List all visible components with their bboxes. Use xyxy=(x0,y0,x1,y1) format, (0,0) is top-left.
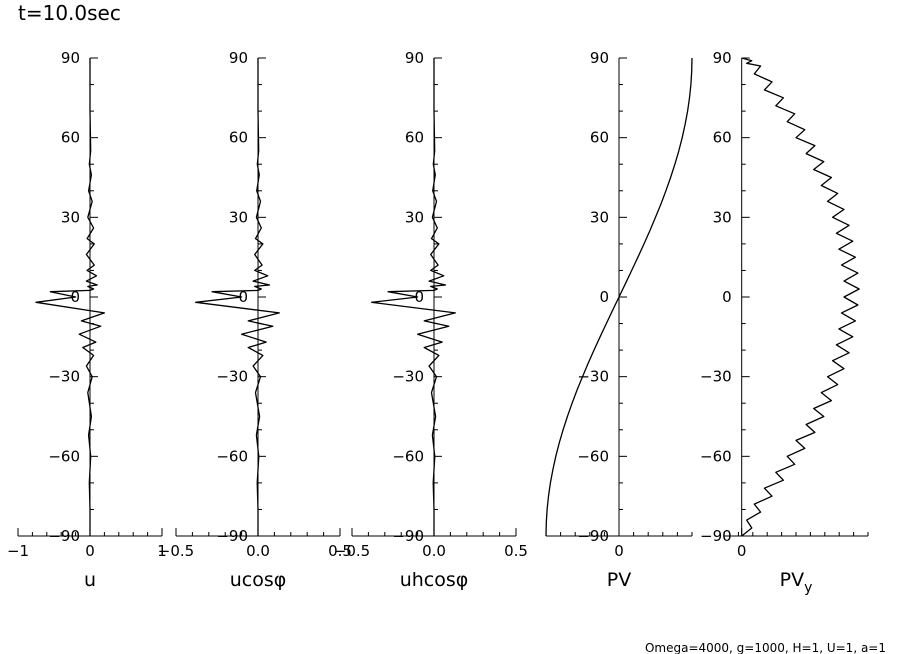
y-tick-label: 90 xyxy=(61,49,80,67)
y-tick-label: 60 xyxy=(713,129,732,147)
series-line xyxy=(741,57,860,537)
y-tick-label: −60 xyxy=(48,447,80,465)
y-tick-label: −90 xyxy=(216,527,248,545)
y-tick-label: 30 xyxy=(713,208,732,226)
y-tick-label: −30 xyxy=(700,368,732,386)
y-tick-label: −90 xyxy=(48,527,80,545)
x-tick-label: 0 xyxy=(614,542,624,560)
y-tick-label: −90 xyxy=(392,527,424,545)
x-tick-label: 0.5 xyxy=(328,542,352,560)
y-tick-label: 0 xyxy=(414,288,424,306)
x-tick-label: −1 xyxy=(7,542,29,560)
y-tick-label: 30 xyxy=(61,208,80,226)
y-tick-label: −60 xyxy=(577,447,609,465)
y-tick-label: 30 xyxy=(405,208,424,226)
y-tick-label: 60 xyxy=(590,129,609,147)
y-tick-label: 0 xyxy=(238,288,248,306)
panel-3: −0.5 0.0 0.5 90 60 30 0 −30 −60 −90 uhcosφ xyxy=(334,49,528,591)
y-tick-label: 90 xyxy=(590,49,609,67)
series-line xyxy=(371,58,456,536)
y-tick-label: 90 xyxy=(229,49,248,67)
x-axis-label: PV xyxy=(607,569,631,591)
x-tick-label: 0.5 xyxy=(504,542,528,560)
panel-4: 0 90 60 30 0 −30 −60 −90 PV xyxy=(545,49,693,591)
parameter-footer: Omega=4000, g=1000, H=1, U=1, a=1 xyxy=(645,641,886,654)
y-tick-label: 60 xyxy=(61,129,80,147)
x-axis-label: u xyxy=(84,569,96,591)
figure-title: t=10.0sec xyxy=(18,1,121,25)
series-line xyxy=(195,58,280,536)
series-line xyxy=(545,57,693,537)
y-tick-label: 90 xyxy=(405,49,424,67)
y-tick-label: −30 xyxy=(48,368,80,386)
x-tick-label: 0 xyxy=(85,542,95,560)
x-tick-label: 0.0 xyxy=(422,542,446,560)
y-tick-label: 0 xyxy=(722,288,732,306)
y-tick-label: −90 xyxy=(577,527,609,545)
panels: −1 0 1 90 60 30 0 −30 −60 −90 u −0.5 0.0 0.5 90 60 30 0 −3… xyxy=(7,49,869,596)
x-tick-label: 0 xyxy=(737,542,747,560)
y-tick-label: −90 xyxy=(700,527,732,545)
y-tick-label: 60 xyxy=(405,129,424,147)
y-tick-label: −60 xyxy=(216,447,248,465)
x-tick-label: 0.0 xyxy=(246,542,270,560)
x-axis-label: uhcosφ xyxy=(400,569,469,591)
panel-5: 0 90 60 30 0 −30 −60 −90 PVy xyxy=(700,49,869,596)
x-axis-label-subscript: y xyxy=(804,580,812,596)
y-tick-label: 60 xyxy=(229,129,248,147)
y-tick-label: −30 xyxy=(216,368,248,386)
y-tick-label: −30 xyxy=(577,368,609,386)
panel-2: −0.5 0.0 0.5 90 60 30 0 −30 −60 −90 ucosφ xyxy=(158,49,352,591)
x-tick-label: −0.5 xyxy=(334,542,370,560)
y-tick-label: −30 xyxy=(392,368,424,386)
y-tick-label: −60 xyxy=(700,447,732,465)
y-tick-label: 0 xyxy=(599,288,609,306)
x-tick-label: −0.5 xyxy=(158,542,194,560)
y-tick-label: 90 xyxy=(713,49,732,67)
y-tick-label: 30 xyxy=(229,208,248,226)
x-tick-label: 1 xyxy=(157,542,167,560)
y-tick-label: 30 xyxy=(590,208,609,226)
series-line xyxy=(35,58,106,536)
y-tick-label: −60 xyxy=(392,447,424,465)
x-axis-label: PVy xyxy=(780,569,813,596)
x-axis-label: ucosφ xyxy=(230,569,287,591)
